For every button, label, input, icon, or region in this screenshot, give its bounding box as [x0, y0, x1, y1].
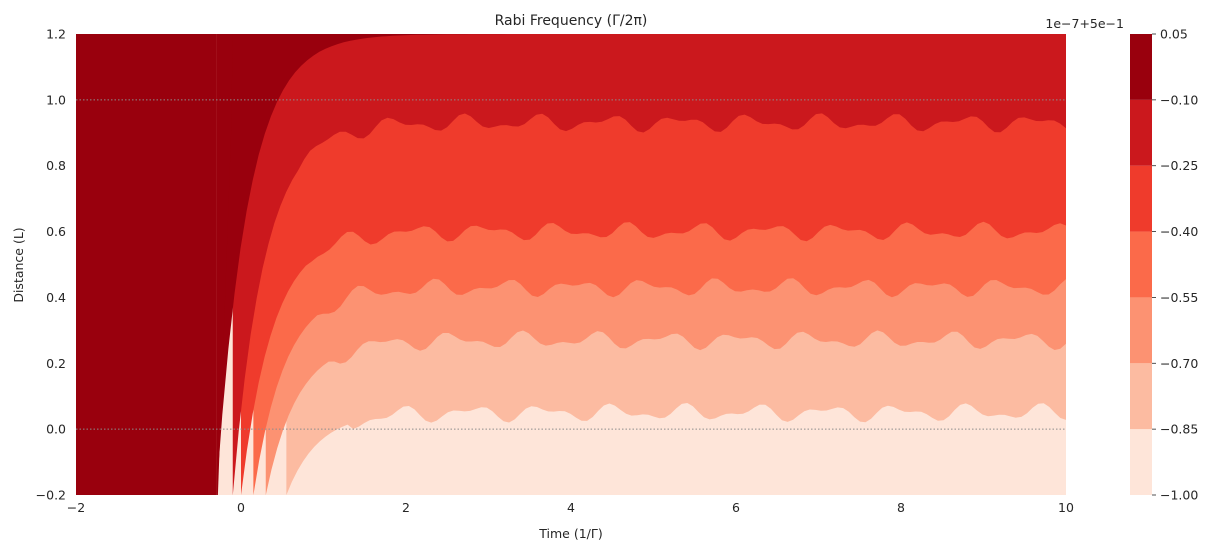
x-axis: −2 0 2 4 6 8 10 — [67, 500, 1074, 515]
x-tick-label: 4 — [567, 500, 575, 515]
plot-area — [76, 34, 1066, 495]
reference-lines — [76, 99, 1066, 430]
colorbar-segment-2 — [1130, 297, 1152, 364]
y-tick-label: 0.4 — [46, 290, 66, 305]
x-tick-label: −2 — [67, 500, 85, 515]
colorbar-segment-6 — [1130, 34, 1152, 100]
y-axis: −0.2 0.0 0.2 0.4 0.6 0.8 1.0 1.2 — [36, 27, 66, 503]
colorbar-segment-0 — [1130, 429, 1152, 495]
colorbar-tick-label: −0.25 — [1160, 158, 1198, 173]
colorbar-segment-4 — [1130, 165, 1152, 232]
y-axis-label: Distance (L) — [11, 227, 26, 302]
y-tick-label: 0.6 — [46, 224, 66, 239]
x-tick-label: 2 — [402, 500, 410, 515]
y-tick-label: 0.8 — [46, 158, 66, 173]
y-tick-label: −0.2 — [36, 488, 66, 503]
x-tick-label: 10 — [1058, 500, 1074, 515]
band-level-6-edge — [216, 34, 233, 495]
colorbar-segment-1 — [1130, 363, 1152, 430]
colorbar-tick-label: 0.05 — [1160, 27, 1188, 42]
x-axis-label: Time (1/Γ) — [538, 526, 602, 541]
colorbar-tick-label: −0.85 — [1160, 422, 1198, 437]
colorbar-segment-3 — [1130, 231, 1152, 298]
x-tick-label: 6 — [732, 500, 740, 515]
chart-title: Rabi Frequency (Γ/2π) — [495, 13, 648, 29]
colorbar: 0.05 −0.10 −0.25 −0.40 −0.55 −0.70 −0.85 −1.00 — [1130, 27, 1198, 503]
y-tick-label: 0.2 — [46, 356, 66, 371]
colorbar-tick-label: −0.55 — [1160, 290, 1198, 305]
colorbar-tick-label: −0.40 — [1160, 224, 1198, 239]
x-tick-label: 8 — [897, 500, 905, 515]
colorbar-segment-5 — [1130, 99, 1152, 166]
x-tick-label: 0 — [237, 500, 245, 515]
y-tick-label: 0.0 — [46, 422, 66, 437]
y-tick-label: 1.0 — [46, 92, 66, 107]
colorbar-tick-label: −0.70 — [1160, 356, 1198, 371]
band-level-6 — [76, 34, 217, 495]
colorbar-tick-label: −0.10 — [1160, 92, 1198, 107]
colorbar-offset-text: 1e−7+5e−1 — [1045, 16, 1124, 31]
y-tick-label: 1.2 — [46, 27, 66, 42]
colorbar-tick-label: −1.00 — [1160, 488, 1198, 503]
band-level-4 — [241, 34, 1066, 495]
band-level-5 — [232, 34, 1066, 495]
